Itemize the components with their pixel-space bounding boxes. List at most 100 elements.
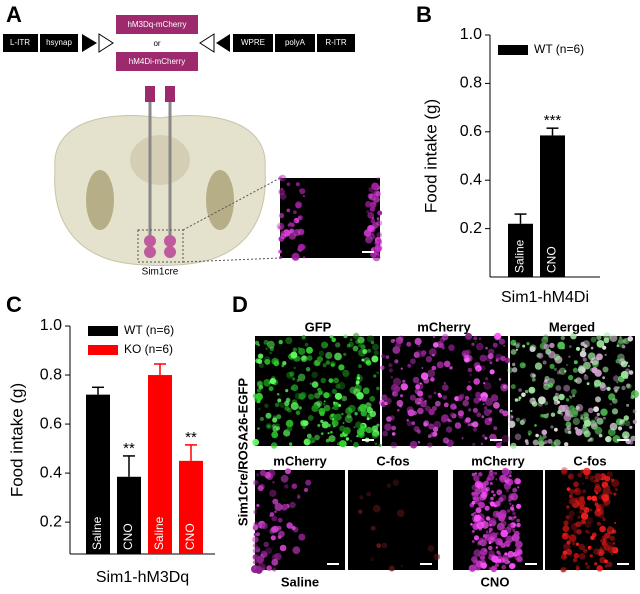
cell: [414, 337, 422, 345]
cell: [424, 400, 427, 403]
cell: [510, 442, 517, 449]
cell: [407, 363, 412, 368]
element-label: polyA: [285, 38, 306, 47]
cell: [342, 369, 350, 377]
bar-label: Saline: [90, 516, 104, 550]
cell: [576, 567, 580, 571]
cell: [575, 542, 580, 546]
cell: [374, 442, 378, 446]
cell: [579, 350, 587, 358]
cell: [339, 440, 347, 448]
element-label: hM4Di-mCherry: [129, 57, 185, 66]
cell: [307, 415, 314, 421]
cell: [321, 421, 329, 429]
cell: [271, 424, 276, 429]
cell: [358, 364, 362, 369]
cell: [375, 191, 381, 197]
element-label: WPRE: [241, 38, 265, 47]
cell: [271, 431, 279, 439]
cell: [490, 394, 499, 402]
cell: [256, 388, 261, 393]
cell: [468, 408, 472, 412]
cell: [406, 420, 413, 427]
cell: [611, 529, 617, 534]
brain-structure: [206, 170, 234, 230]
cell: [282, 361, 287, 366]
cell: [621, 345, 626, 349]
cell: [582, 482, 585, 485]
cell: [524, 389, 529, 394]
cell: [594, 416, 599, 421]
cell: [448, 344, 455, 352]
cell: [571, 541, 576, 546]
legend-swatch: [498, 45, 528, 55]
cell: [561, 566, 568, 573]
cell: [472, 530, 475, 533]
cell: [356, 435, 359, 438]
loxp: [216, 34, 230, 52]
cell: [474, 563, 482, 571]
cell: [327, 432, 330, 435]
zoom-line: [182, 257, 281, 263]
cell: [566, 541, 571, 545]
cell: [582, 411, 589, 418]
cell: [293, 229, 301, 237]
cell: [338, 357, 341, 360]
cell: [371, 190, 374, 194]
cell: [607, 526, 613, 532]
cell: [257, 359, 263, 364]
cell: [495, 478, 498, 481]
cell: [546, 412, 550, 416]
cell: [591, 357, 599, 366]
cell: [269, 489, 277, 497]
bar: [540, 135, 565, 277]
cell: [596, 334, 602, 340]
y-tick-label: 0.2: [460, 220, 482, 237]
cell: [281, 504, 288, 511]
cell: [610, 553, 614, 556]
cell: [553, 439, 561, 447]
cell: [498, 378, 502, 381]
cell: [582, 424, 587, 428]
cell: [600, 408, 608, 416]
row-label: Sim1Cre/ROSA26-EGFP: [235, 378, 250, 526]
cell: [507, 560, 511, 564]
cell: [391, 425, 397, 431]
cell: [489, 524, 492, 527]
cell: [275, 423, 280, 429]
cell: [290, 222, 295, 227]
cell: [481, 415, 485, 419]
cell: [330, 431, 333, 434]
cell: [471, 472, 476, 477]
cell: [317, 424, 321, 427]
cell: [599, 551, 602, 554]
cell: [345, 407, 353, 415]
cell: [588, 531, 591, 534]
brain: [54, 115, 266, 266]
cell: [498, 338, 506, 345]
cell: [269, 351, 272, 355]
cell: [586, 495, 592, 501]
cell: [468, 381, 471, 383]
cell: [504, 552, 508, 556]
cell: [369, 410, 377, 417]
cell: [428, 408, 435, 416]
cell: [279, 174, 287, 182]
cell: [580, 519, 587, 525]
cell: [276, 222, 285, 231]
cell: [385, 355, 390, 359]
micrograph: [382, 336, 508, 446]
cell: [355, 421, 362, 429]
cell: [443, 381, 446, 385]
cell: [579, 496, 584, 501]
cell: [571, 410, 579, 418]
cell: [565, 411, 568, 415]
cell: [568, 510, 575, 517]
cell: [334, 352, 342, 361]
loxp: [98, 33, 114, 53]
element-box: [116, 15, 198, 34]
panel-label: C: [6, 292, 22, 317]
cell: [480, 562, 487, 569]
cell: [278, 530, 285, 538]
cell: [289, 371, 295, 377]
